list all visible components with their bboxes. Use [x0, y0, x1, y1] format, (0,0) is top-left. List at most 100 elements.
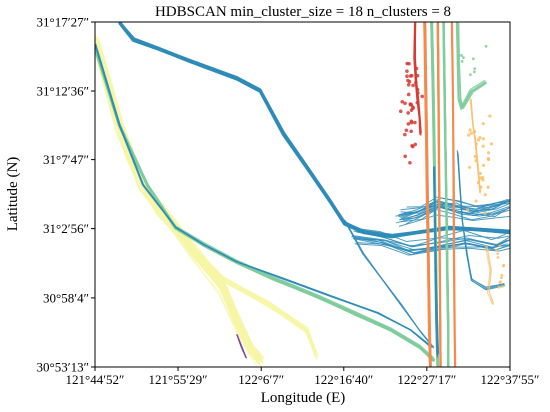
trajectory-point-light_orange	[474, 158, 478, 163]
trajectory-point-light_orange	[496, 252, 500, 256]
trajectory-layer	[95, 22, 510, 367]
trajectory-point-red	[405, 74, 409, 79]
trajectory-point-light_orange	[479, 176, 483, 180]
trajectory-point-light_orange	[476, 138, 481, 142]
trajectory-line-green	[95, 48, 435, 361]
x-axis-label: Longitude (E)	[261, 390, 346, 406]
trajectory-point-light_orange	[497, 285, 501, 289]
trajectory-point-green	[472, 70, 476, 74]
trajectory-line-blue	[95, 43, 432, 348]
trajectory-point-light_orange	[486, 157, 491, 161]
trajectory-line-green	[95, 47, 435, 361]
trajectory-point-light_orange	[481, 122, 485, 126]
x-tick-label: 122°27′17″	[397, 372, 456, 387]
trajectory-point-red	[416, 91, 420, 95]
trajectory-point-red	[415, 87, 420, 92]
trajectory-point-red	[420, 94, 425, 99]
trajectory-point-light_orange	[469, 131, 474, 135]
trajectory-point-green	[460, 60, 464, 63]
trajectory-point-light_orange	[474, 199, 478, 203]
x-axis: 121°44′52″ 121°55′29″ 122°6′7″ 122°16′40″ 12…	[66, 367, 540, 387]
trajectory-line-orange	[436, 22, 441, 367]
trajectory-point-red	[408, 102, 413, 106]
trajectory-line-green	[457, 22, 488, 110]
trajectory-line-light_orange	[484, 245, 494, 306]
trajectory-point-red	[414, 66, 419, 71]
trajectory-point-light_orange	[468, 165, 472, 169]
trajectory-line-green	[95, 47, 435, 360]
trajectory-point-light_orange	[486, 185, 490, 189]
trajectory-line-blue	[433, 166, 439, 356]
trajectory-point-light_orange	[498, 244, 502, 248]
trajectory-line-green	[95, 49, 436, 362]
trajectory-line-yellow	[95, 44, 316, 357]
trajectory-line-green	[95, 48, 436, 361]
trajectory-line-blue	[398, 214, 510, 227]
trajectory-point-light_orange	[502, 263, 506, 267]
trajectory-point-red	[403, 154, 408, 159]
trajectory-point-red	[408, 74, 413, 78]
trajectory-line-yellow	[95, 41, 318, 358]
trajectory-point-red	[408, 160, 412, 165]
trajectory-line-yellow	[95, 42, 318, 358]
trajectory-point-red	[411, 144, 415, 149]
trajectory-line-red	[414, 23, 422, 135]
trajectory-point-light_orange	[483, 193, 487, 197]
trajectory-point-red	[406, 111, 410, 115]
trajectory-line-green	[95, 47, 436, 360]
y-axis: 30°53′13″ 30°58′4″ 31°2′56″ 31°7′47″ 31°12′3…	[37, 15, 95, 375]
x-tick-label: 122°37′55″	[481, 372, 540, 387]
trajectory-point-red	[413, 120, 417, 125]
trajectory-point-light_orange	[481, 163, 486, 167]
trajectory-line-light_orange	[469, 99, 481, 193]
y-tick-label: 31°12′36″	[37, 84, 89, 99]
trajectory-point-green	[462, 56, 465, 59]
x-tick-label: 122°16′40″	[314, 372, 373, 387]
trajectory-line-yellow	[95, 45, 317, 356]
trajectory-point-light_orange	[481, 144, 485, 148]
trajectory-point-red	[406, 78, 410, 83]
trajectory-line-red	[413, 23, 421, 135]
x-tick-label: 121°55′29″	[149, 372, 208, 387]
trajectory-point-red	[415, 100, 420, 105]
trajectory-point-light_orange	[481, 137, 485, 141]
trajectory-point-red	[404, 128, 409, 133]
trajectory-point-red	[403, 132, 407, 137]
trajectory-line-yellow	[95, 35, 318, 354]
trajectory-point-red	[411, 83, 415, 88]
trajectory-line-yellow	[95, 48, 316, 355]
trajectory-point-light_orange	[500, 273, 504, 277]
trajectory-point-red	[406, 83, 411, 87]
trajectory-line-yellow	[95, 37, 317, 354]
y-axis-label: Latitude (N)	[5, 157, 21, 232]
trajectory-line-yellow	[95, 39, 318, 355]
trajectory-point-light_orange	[474, 142, 478, 146]
trajectory-point-red	[403, 101, 407, 106]
trajectory-point-red	[409, 119, 414, 124]
trajectory-point-light_orange	[479, 185, 483, 189]
trajectory-line-blue	[456, 150, 505, 289]
trajectory-line-blue	[344, 219, 435, 349]
x-tick-label: 122°6′7″	[238, 372, 284, 387]
trajectory-point-light_orange	[489, 142, 494, 146]
trajectory-line-green	[442, 23, 449, 367]
trajectory-point-light_orange	[488, 114, 492, 118]
trajectory-point-green	[457, 53, 460, 57]
y-tick-label: 30°53′13″	[37, 360, 89, 375]
trajectory-point-light_orange	[472, 129, 477, 134]
trajectory-point-red	[411, 105, 415, 109]
trajectory-point-red	[400, 99, 404, 104]
trajectory-point-light_orange	[476, 181, 480, 185]
trajectory-line-green	[95, 49, 435, 362]
trajectory-point-light_orange	[496, 256, 500, 259]
chart-title: HDBSCAN min_cluster_size = 18 n_clusters…	[155, 4, 451, 20]
trajectory-point-light_orange	[487, 151, 491, 155]
trajectory-line-light_orange	[486, 244, 495, 304]
trajectory-point-light_orange	[499, 280, 502, 284]
trajectory-line-yellow	[95, 41, 318, 358]
trajectory-line-yellow	[98, 38, 265, 359]
trajectory-point-green	[460, 54, 463, 57]
trajectory-point-green	[471, 57, 475, 61]
trajectory-line-yellow	[95, 36, 261, 354]
y-tick-label: 31°2′56″	[43, 221, 89, 236]
